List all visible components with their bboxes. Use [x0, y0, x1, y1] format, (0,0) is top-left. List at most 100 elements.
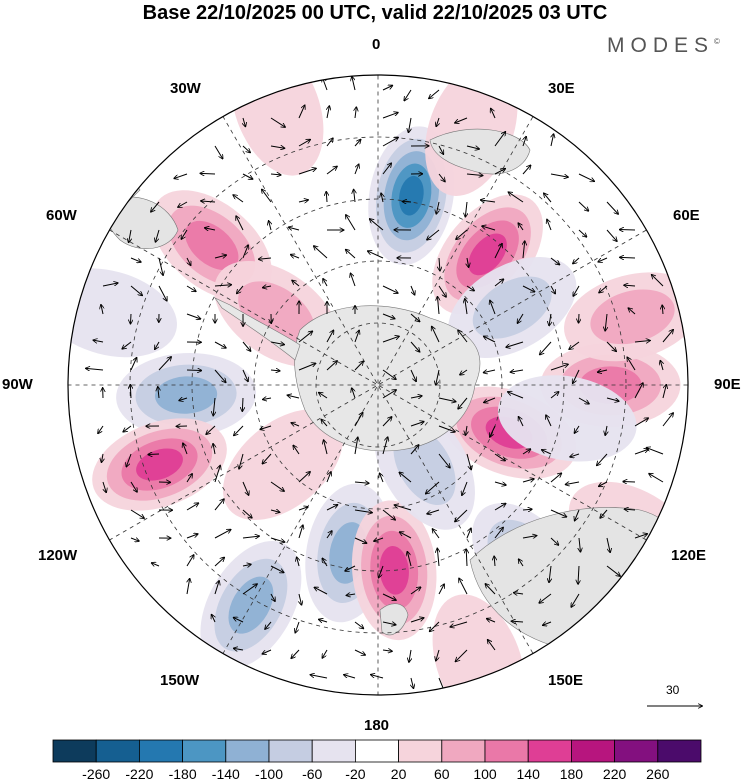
wind-arrow [379, 565, 384, 578]
wind-arrow [382, 509, 395, 520]
wind-arrow [466, 145, 479, 149]
wind-arrow [355, 107, 356, 119]
wind-arrow [326, 472, 331, 483]
wind-arrow [270, 174, 281, 175]
wind-arrow [466, 174, 483, 175]
lon-label-180: 180 [364, 717, 390, 734]
wind-arrow [494, 556, 495, 567]
wind-arrow [354, 330, 359, 343]
wind-arrow [291, 649, 300, 658]
wind-arrow [263, 286, 272, 288]
wind-arrow [186, 474, 192, 483]
wind-arrow [550, 392, 559, 399]
wind-arrow [86, 368, 104, 370]
wind-arrow [494, 279, 503, 287]
colorbar-tick-label: -260 [82, 766, 110, 782]
wind-arrow [327, 106, 329, 119]
wind-arrow [551, 134, 554, 147]
wind-arrow [323, 279, 328, 287]
wind-arrow [270, 593, 275, 601]
wind-arrow [291, 255, 300, 258]
wind-arrow [652, 275, 664, 287]
wind-arrow [324, 440, 328, 455]
wind-arrow [634, 383, 643, 399]
wind-arrow [467, 257, 469, 267]
colorbar: -260 -220 -180 -140 -100 -60 -20 20 60 100 140 180 2… [52, 739, 702, 782]
wind-arrow [259, 258, 272, 259]
wind-arrow [326, 192, 327, 203]
wind-arrow [437, 297, 439, 315]
lon-label-120e: 120E [671, 547, 707, 564]
wind-arrow [411, 677, 413, 688]
wind-arrow [346, 250, 356, 259]
wind-arrow [634, 534, 647, 539]
wind-arrow [270, 481, 284, 491]
wind-arrow [298, 140, 310, 147]
wind-arrow [214, 255, 226, 258]
wind-arrow [269, 221, 271, 231]
colorbar-tick-label: 220 [603, 766, 627, 782]
wind-arrow [130, 285, 142, 295]
wind-arrow [484, 336, 496, 343]
wind-arrow [242, 509, 252, 518]
wind-arrow [298, 472, 310, 483]
lon-label-60w: 60W [46, 207, 77, 224]
wind-arrow [543, 622, 552, 625]
wind-arrow [627, 357, 636, 371]
colorbar-swatch [571, 739, 616, 763]
wind-arrow [186, 534, 198, 539]
wind-arrow [566, 482, 580, 484]
wind-arrow [438, 145, 443, 154]
wind-arrow [519, 559, 524, 567]
wind-arrow [382, 593, 396, 600]
colorbar-swatch [52, 739, 97, 763]
wind-arrow [242, 397, 243, 411]
colorbar-tick-label: 20 [391, 766, 407, 782]
wind-arrow [380, 473, 384, 483]
wind-arrow [542, 450, 552, 455]
wind-arrow [382, 313, 395, 319]
wind-arrow [158, 257, 163, 275]
wind-arrow [151, 201, 160, 212]
anomaly-contour [497, 375, 637, 462]
wind-arrow [437, 548, 439, 567]
wind-arrow [214, 557, 224, 567]
wind-arrow [450, 621, 468, 627]
wind-arrow [187, 257, 191, 265]
modes-logo: MODES© [607, 34, 720, 58]
wind-arrow [481, 200, 496, 202]
colorbar-swatch [354, 739, 399, 763]
lon-label-30w: 30W [170, 80, 201, 97]
wind-arrow [102, 481, 106, 492]
wind-arrow [242, 584, 257, 595]
wind-arrow [214, 341, 226, 348]
wind-arrow [436, 369, 440, 385]
wind-arrow [156, 229, 160, 242]
wind-arrow [130, 257, 141, 262]
wind-arrow [200, 173, 216, 174]
wind-arrow [213, 397, 215, 416]
wind-arrow [352, 388, 356, 399]
wind-arrow [511, 370, 524, 372]
wind-arrow [578, 229, 586, 237]
wind-arrow [187, 579, 190, 595]
wind-arrow [522, 479, 534, 483]
wind-arrow [186, 313, 200, 319]
wind-arrow [466, 425, 467, 435]
wind-arrow [436, 117, 439, 126]
wind-arrow [352, 77, 356, 91]
wind-arrow [130, 509, 144, 518]
wind-arrow [354, 190, 355, 203]
colorbar-swatch [441, 739, 486, 763]
wind-arrow [660, 361, 663, 371]
graticule [68, 75, 688, 695]
wind-arrow [439, 257, 440, 271]
wind-arrow [298, 105, 305, 119]
wind-arrow [494, 132, 505, 147]
wind-arrow [430, 621, 440, 631]
wind-arrow [321, 420, 328, 427]
wind-arrow [243, 117, 245, 126]
wind-arrow [242, 536, 259, 538]
wind-arrow [233, 195, 244, 203]
wind-arrow [346, 594, 356, 595]
